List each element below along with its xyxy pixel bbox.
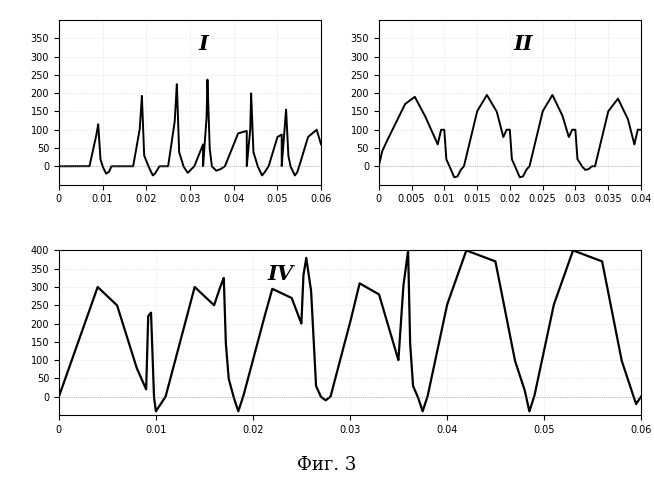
Text: IV: IV <box>267 264 293 284</box>
Text: Фиг. 3: Фиг. 3 <box>298 456 356 474</box>
Text: II: II <box>513 34 533 54</box>
Text: I: I <box>198 34 208 54</box>
